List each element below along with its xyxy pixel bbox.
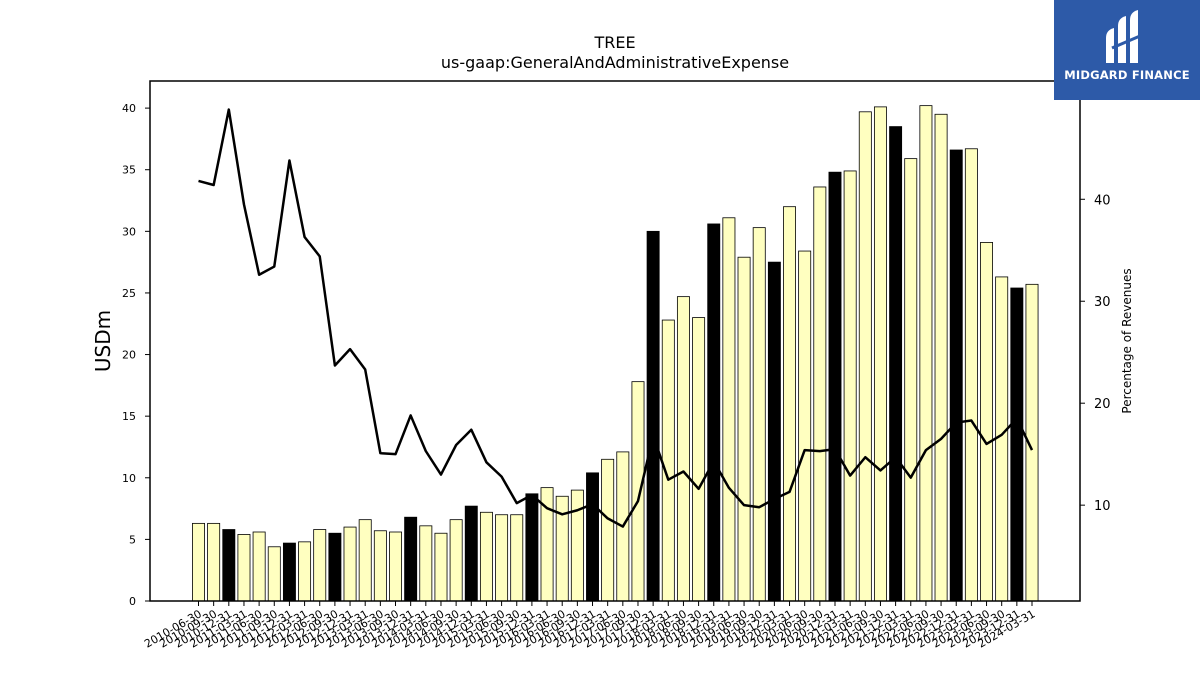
y-tick-label: 20 [122,349,136,362]
chart-subtitle: us-gaap:GeneralAndAdministrativeExpense [441,53,789,72]
bar-2020-12-31 [828,171,842,602]
bar-2016-12-31 [586,472,599,602]
bar-2015-06-30 [495,514,509,602]
bar-2014-06-30 [434,532,448,602]
y-tick-label: 10 [122,472,136,485]
y2-tick-label: 10 [1094,499,1111,514]
bar-2021-03-31 [843,170,857,602]
bar-2014-12-31 [464,505,478,602]
bar-2014-03-31 [419,525,433,602]
y-tick-label: 30 [122,225,136,238]
bar-2019-06-30 [737,256,751,602]
y2-axis-label: Percentage of Revenues [1120,268,1134,413]
bar-2021-09-30 [873,106,887,602]
bar-2010-09-30 [207,522,221,602]
bar-2021-06-30 [858,111,872,602]
x-axis: 2010-06-302010-09-302010-12-312011-03-31… [142,601,1038,651]
brand-logo: MIDGARD FINANCE [1054,0,1200,100]
bar-2022-09-30 [934,113,948,602]
y-axis-label: USDm [91,310,115,372]
bar-2018-03-31 [661,319,675,602]
bar-2022-12-31 [949,149,963,602]
bar-2013-09-30 [389,531,402,602]
bar-2012-03-31 [298,541,312,602]
bar-2022-06-30 [919,105,933,602]
bar-2023-12-31 [1010,287,1024,602]
bar-2019-12-31 [767,261,781,602]
bar-2020-09-30 [813,186,827,602]
bar-2021-12-31 [889,126,903,602]
y-tick-label: 0 [129,595,136,608]
bar-2019-03-31 [722,217,736,602]
y-tick-label: 25 [122,287,136,300]
bar-2018-06-30 [676,296,690,602]
bar-2015-03-31 [479,511,493,602]
bar-2017-09-30 [631,381,645,602]
bar-2014-09-30 [449,519,463,602]
bar-2011-12-31 [282,542,296,602]
bar-2010-06-30 [192,522,205,602]
bar-2013-03-31 [358,519,372,602]
chart-title: TREE [593,33,635,52]
bar-2015-12-31 [525,493,539,602]
bar-2023-09-30 [995,276,1009,602]
y-tick-label: 35 [122,164,136,177]
y2-tick-label: 30 [1094,295,1111,310]
bar-2020-06-30 [798,250,812,602]
bar-2018-12-31 [707,223,721,602]
bar-series [192,105,1039,602]
y-tick-label: 15 [122,410,136,423]
bar-2020-03-31 [783,206,796,602]
bar-2013-06-30 [373,530,387,602]
y-axis-right: 10 20 30 40 [1080,193,1111,514]
plot-frame [149,80,1081,602]
bar-2018-09-30 [692,317,706,602]
y-tick-label: 5 [129,533,136,546]
bar-2012-06-30 [313,529,327,602]
percentage-line [198,108,1034,528]
y-axis-left: 0 5 10 15 20 25 30 35 40 [122,102,150,608]
bar-2017-12-31 [646,230,660,602]
bar-2022-03-31 [904,158,918,602]
bar-2011-09-30 [267,546,281,602]
bar-2012-12-31 [343,526,357,602]
bar-2023-06-30 [980,242,993,602]
y2-tick-label: 40 [1094,193,1111,208]
bar-2023-03-31 [964,148,978,602]
bar-2019-09-30 [752,227,766,602]
bar-2010-12-31 [222,529,236,602]
logo-text: MIDGARD FINANCE [1064,68,1190,82]
bar-2012-09-30 [328,532,342,602]
y-tick-label: 40 [122,102,136,115]
bar-2017-03-31 [601,458,615,602]
midgard-m-icon [1106,10,1141,63]
bar-2015-09-30 [510,514,524,602]
bar-2011-03-31 [237,534,251,602]
bar-2013-12-31 [404,516,418,602]
bar-2011-06-30 [252,531,266,602]
bar-2016-09-30 [570,489,584,602]
y2-tick-label: 20 [1094,397,1111,412]
